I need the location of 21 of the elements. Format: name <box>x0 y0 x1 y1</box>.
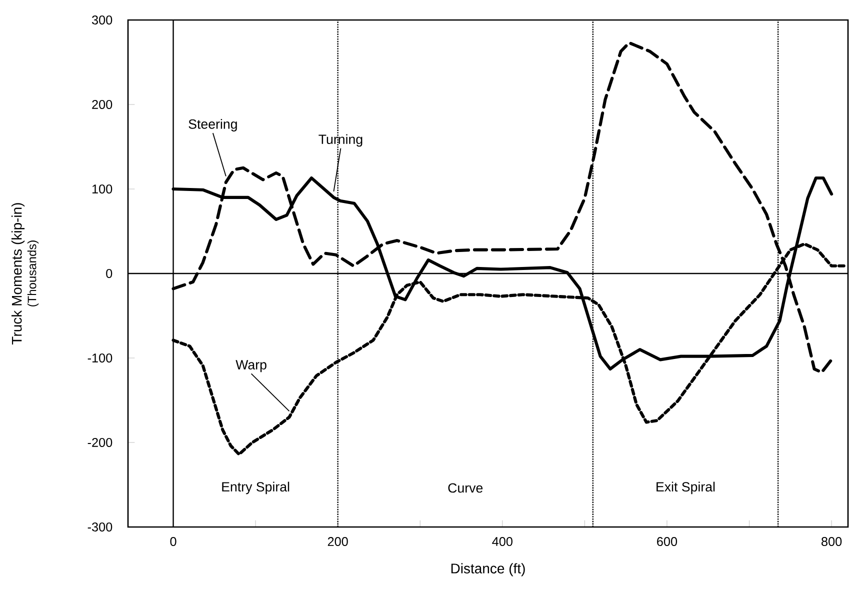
annotation: Curve <box>448 483 483 493</box>
y-axis-title: Truck Moments (kip-in) <box>11 203 25 344</box>
x-tick-label: 200 <box>328 537 348 546</box>
y-tick-label: 200 <box>92 100 112 109</box>
y-tick-label: 300 <box>92 16 112 24</box>
text: Warp <box>236 360 266 372</box>
x-axis-title: Distance (ft) <box>451 563 525 576</box>
text: (Thousands) <box>27 240 39 306</box>
y-tick-label: 100 <box>92 184 112 194</box>
y-tick-label: -100 <box>88 354 112 362</box>
annotation: Entry Spiral <box>222 482 290 494</box>
x-tick-label: 600 <box>657 537 678 546</box>
annotation: Exit Spiral <box>656 482 715 494</box>
x-tick-label: 0 <box>170 537 176 546</box>
text: Steering <box>188 119 237 132</box>
x-tick-label: 800 <box>822 537 842 546</box>
y-tick-label: -300 <box>88 522 112 532</box>
y-tick-label: -200 <box>88 438 112 447</box>
text: Turning <box>318 134 362 147</box>
y-tick-label: 0 <box>106 269 112 278</box>
x-tick-label: 400 <box>492 537 512 546</box>
